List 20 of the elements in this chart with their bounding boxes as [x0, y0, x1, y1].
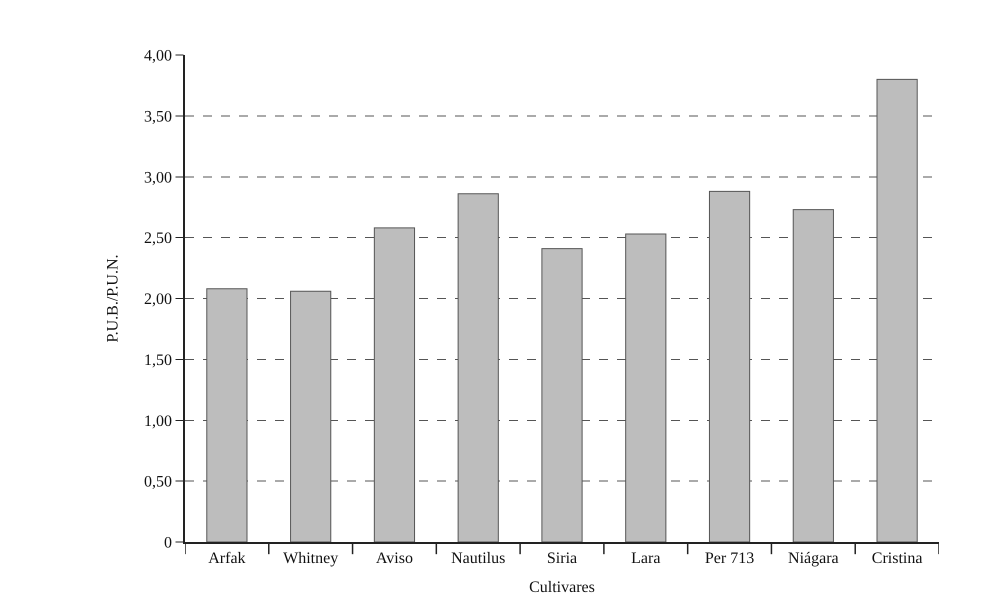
y-axis-title: P.U.B./P.U.N. — [104, 254, 122, 343]
x-tick-label: Per 713 — [704, 550, 754, 567]
y-tick-label: 2,50 — [144, 230, 172, 248]
x-tick-label: Siria — [546, 550, 578, 567]
y-tick-label: 3,50 — [144, 108, 172, 126]
x-axis-title: Cultivares — [529, 579, 595, 596]
x-tick-label: Nautilus — [451, 550, 506, 567]
y-tick-label: 0 — [164, 534, 172, 552]
y-tick-label: 4,00 — [144, 48, 172, 65]
x-tick-label: Aviso — [376, 550, 413, 567]
y-tick-label: 3,00 — [144, 169, 172, 186]
y-tick-label: 1,00 — [144, 412, 172, 430]
y-tick-label: 0,50 — [144, 474, 172, 491]
x-tick-label: Cristina — [872, 550, 922, 567]
x-tick-label: Lara — [631, 550, 660, 567]
y-tick-label: 2,00 — [144, 291, 172, 308]
x-tick-label: Niágara — [788, 550, 839, 567]
y-tick-label: 1,50 — [144, 352, 172, 369]
x-tick-label: Whitney — [283, 550, 338, 567]
x-tick-label: Arfak — [208, 550, 246, 567]
